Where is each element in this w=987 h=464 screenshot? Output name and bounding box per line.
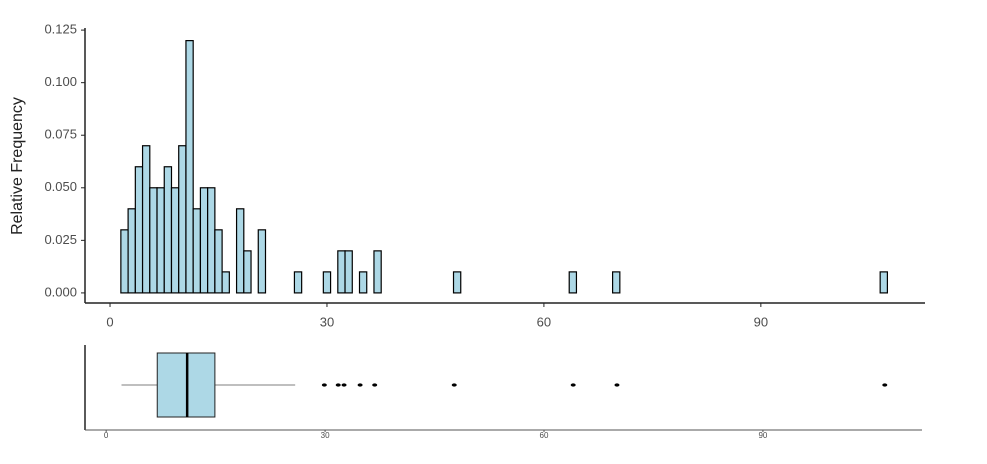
x-tick-label: 60 [537,314,551,329]
bar [134,166,144,294]
bar [207,187,216,294]
outlier [614,383,620,387]
x-tick-label: 0 [106,314,113,329]
bar [344,250,353,294]
bar [221,271,230,294]
outlier [321,383,327,387]
bar [568,271,578,294]
y-tick-label: 0.075 [44,127,77,142]
bar [612,271,621,294]
bar [452,271,462,294]
bar [178,145,187,294]
outlier [372,383,378,387]
bar [170,187,180,294]
x-tick-label: 60 [540,431,549,440]
bar [257,229,267,294]
outlier [357,383,363,387]
outlier [451,383,457,387]
y-tick-label: 0.125 [44,22,77,37]
x-tick-label: 90 [758,431,767,440]
y-axis-label: Relative Frequency [9,97,26,235]
outlier [341,383,347,387]
y-tick-label: 0.025 [44,232,77,247]
bar [337,250,346,294]
bar [156,187,165,294]
y-tick-label: 0.050 [44,179,77,194]
bar [149,187,158,294]
x-tick-label: 90 [754,314,768,329]
bar [214,229,223,294]
bar [879,271,888,294]
y-tick-label: 0.100 [44,74,77,89]
bar [163,166,173,294]
bar [293,271,303,294]
bar [185,40,194,294]
bar [199,187,209,294]
y-tick-label: 0.000 [44,284,77,299]
bar [243,250,252,294]
bar [373,250,382,294]
bar [358,271,368,294]
bar [141,145,151,294]
outlier [882,383,888,387]
bar [120,229,129,294]
x-tick-label: 30 [320,314,334,329]
outlier [335,383,341,387]
bar [127,208,136,294]
bar [235,208,245,294]
x-tick-label: 30 [321,431,330,440]
bar [192,208,202,294]
outlier [570,383,576,387]
x-tick-label: 0 [104,431,109,440]
bar [322,271,332,294]
